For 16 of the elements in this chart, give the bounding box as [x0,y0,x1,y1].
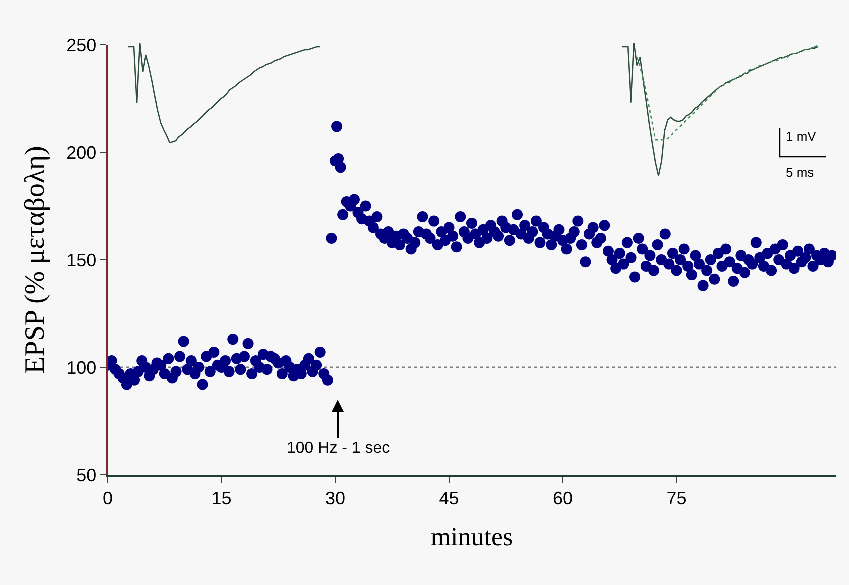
x-tick-label: 75 [666,488,687,508]
y-tick-label: 100 [66,358,97,378]
x-axis-title: minutes [430,522,514,552]
annotation: 100 Hz - 1 sec [287,440,390,457]
y-axis-title: EPSP (% μεταβολη) [20,146,51,374]
y-tick-label: 200 [66,142,97,163]
x-tick-label: 0 [102,488,114,508]
x-tick-label: 30 [325,488,346,508]
x-tick-label: 15 [212,488,232,508]
x-tick-label: 45 [439,488,460,508]
y-tick-label: 250 [66,35,97,56]
x-tick-label: 60 [552,488,574,508]
annotation: 5 ms [786,165,815,180]
annotation: 1 mV [786,129,817,144]
y-tick-label: 50 [76,465,97,486]
y-tick-label: 150 [66,250,97,270]
